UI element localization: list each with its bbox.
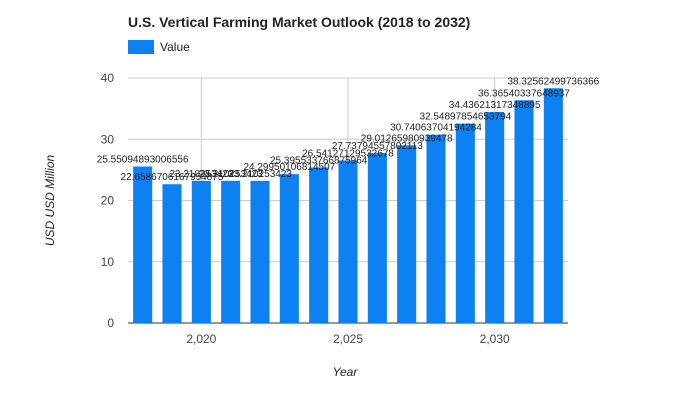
legend-swatch [128, 40, 154, 54]
data-label: 26.54127129532678 [302, 148, 394, 159]
bar [338, 160, 358, 323]
bar [514, 100, 534, 323]
bar [455, 123, 475, 323]
bar [367, 153, 387, 323]
data-label: 25.395533766875964 [270, 155, 368, 166]
data-label: 36.36540337648937 [478, 88, 570, 99]
data-label: 29.01265980939478 [361, 133, 453, 144]
y-tick-label: 0 [107, 316, 114, 330]
bar [191, 180, 211, 323]
bar [133, 166, 153, 323]
bar [250, 180, 270, 323]
bar [162, 184, 182, 323]
y-tick-label: 30 [101, 132, 115, 146]
chart-title: U.S. Vertical Farming Market Outlook (20… [128, 14, 471, 30]
y-tick-label: 40 [101, 71, 115, 85]
x-tick-label: 2,025 [333, 332, 363, 346]
y-axis-title: USD USD Million [43, 155, 57, 247]
legend-label: Value [160, 40, 190, 54]
bar [397, 145, 417, 323]
legend: Value [128, 40, 190, 54]
bar [279, 174, 299, 323]
data-label: 23.210253423 [228, 169, 292, 180]
bar [543, 88, 563, 323]
data-label: 23.210253423 [199, 169, 263, 180]
data-label: 30.74063704194284 [390, 123, 482, 134]
y-tick-label: 20 [101, 194, 115, 208]
data-label: 32.54897854653794 [419, 112, 511, 123]
bar [485, 112, 505, 324]
data-label: 22.6586706167954875 [121, 172, 224, 183]
bar [221, 180, 241, 323]
data-label: 38.32562499736366 [507, 76, 599, 87]
bar [309, 167, 329, 323]
data-label: 25.55094893006556 [97, 155, 189, 166]
x-tick-label: 2,020 [186, 332, 216, 346]
y-tick-label: 10 [101, 255, 115, 269]
data-label: 34.43621317348895 [449, 100, 541, 111]
x-tick-label: 2,030 [480, 332, 510, 346]
bar [426, 134, 446, 323]
x-axis-title: Year [333, 365, 359, 379]
data-label: 27.73794557802113 [332, 141, 423, 152]
data-label: 24.29950106814507 [243, 162, 335, 173]
data-label: 23.210253423 [169, 169, 233, 180]
